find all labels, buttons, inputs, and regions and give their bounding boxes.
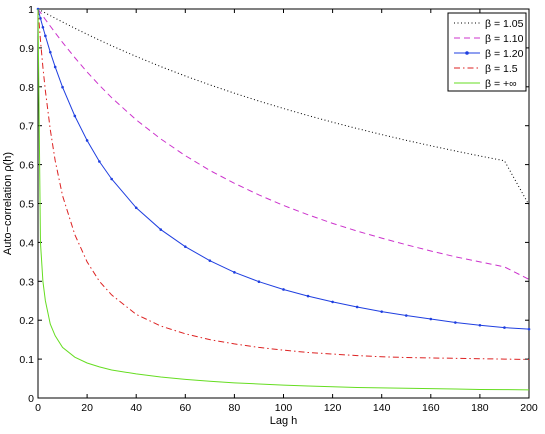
- y-tick-label: 0.2: [19, 315, 34, 327]
- series-point: [454, 321, 457, 324]
- series-point: [380, 310, 384, 313]
- series-point: [404, 314, 408, 317]
- y-tick-label: 0.3: [19, 276, 34, 288]
- series-line: [37, 8, 530, 391]
- y-tick-label: 0.4: [19, 237, 34, 249]
- x-tick-label: 120: [324, 402, 342, 414]
- series-point: [355, 305, 359, 309]
- y-tick-label: 0.6: [19, 160, 34, 172]
- series-point: [48, 50, 52, 54]
- legend-label: β = 1.5: [485, 63, 518, 75]
- series-point: [85, 139, 89, 142]
- legend-label: β = 1.05: [485, 18, 524, 30]
- y-tick-label: 0.5: [19, 199, 34, 211]
- series-point: [306, 294, 310, 298]
- series-point: [98, 160, 101, 163]
- plot-area: [37, 8, 530, 399]
- legend-box: [447, 12, 527, 92]
- series-point: [53, 65, 57, 69]
- x-tick-label: 60: [179, 402, 191, 414]
- series-point: [134, 206, 138, 210]
- x-tick-label: 20: [81, 402, 93, 414]
- series-point: [282, 288, 285, 291]
- legend-label: β = 1.20: [485, 48, 524, 60]
- x-tick-label: 160: [422, 402, 440, 414]
- series-point: [44, 34, 47, 38]
- series-point: [41, 25, 45, 29]
- x-tick-label: 180: [471, 402, 489, 414]
- series-point: [159, 228, 163, 231]
- axis-ticks: 0 20 40 60 80 100 120 140 160 180 200 0 0.1 0.2 0.3 0.4…: [19, 4, 538, 414]
- y-tick-label: 0.1: [19, 354, 34, 366]
- x-tick-label: 40: [130, 402, 142, 414]
- series-line: [37, 8, 530, 360]
- series-point: [184, 245, 187, 248]
- series-point: [478, 323, 482, 327]
- series-point: [527, 327, 531, 331]
- x-axis-title: Lag h: [270, 415, 298, 427]
- legend-label: β = 1.10: [485, 33, 524, 45]
- legend-label: β = +∞: [485, 78, 517, 90]
- series-point: [429, 317, 433, 321]
- series-point: [208, 259, 212, 262]
- legend-marker: [465, 51, 469, 55]
- series-point: [331, 300, 334, 304]
- y-tick-label: 1: [28, 4, 34, 16]
- series-line: [37, 8, 530, 206]
- series-layer: [36, 7, 531, 391]
- series-point: [233, 271, 236, 274]
- y-tick-label: 0: [28, 393, 34, 405]
- legend: β = 1.05 β = 1.10 β = 1.20 β = 1.5 β = +∞: [447, 12, 527, 92]
- series-point: [73, 114, 77, 118]
- y-tick-label: 0.7: [19, 121, 34, 133]
- y-axis-title: Auto−correlation ρ(h): [2, 152, 14, 255]
- y-tick-label: 0.9: [19, 43, 34, 55]
- series-point: [110, 177, 113, 181]
- series-point: [61, 85, 64, 89]
- series-point: [257, 280, 261, 283]
- x-tick-label: 80: [229, 402, 241, 414]
- series-point: [503, 326, 506, 329]
- x-tick-label: 100: [275, 402, 293, 414]
- series-line: [37, 8, 530, 280]
- x-tick-label: 140: [373, 402, 391, 414]
- x-tick-label: 200: [520, 402, 538, 414]
- series-line: [37, 8, 530, 330]
- y-tick-label: 0.8: [19, 82, 34, 94]
- series-point: [39, 17, 42, 20]
- x-tick-label: 0: [35, 402, 41, 414]
